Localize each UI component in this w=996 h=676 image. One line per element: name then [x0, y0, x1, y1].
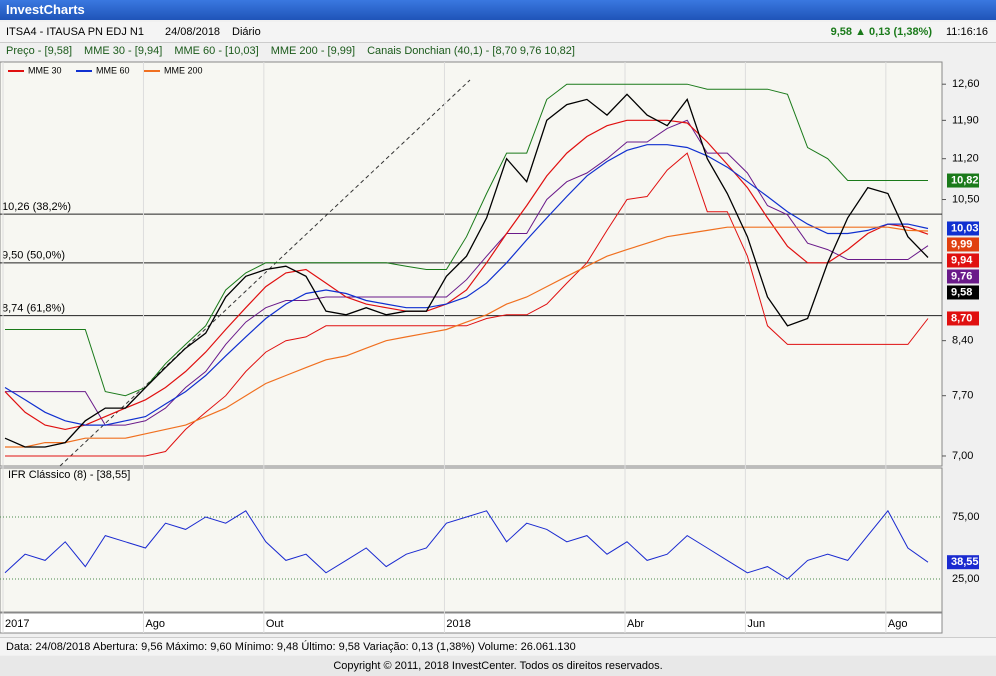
indicator-label: Canais Donchian (40,1) - [8,70 9,76 10,8…: [367, 45, 575, 57]
y-tick-label: 11,90: [952, 114, 979, 126]
y-tick-label: 25,00: [952, 573, 980, 585]
period: Diário: [232, 26, 261, 38]
last-value-badge: [947, 311, 979, 326]
last-value-badge: [947, 237, 979, 252]
indicator-label: Preço - [9,58]: [6, 45, 73, 57]
x-axis: [0, 612, 943, 634]
x-tick-label: Ago: [888, 618, 908, 630]
legend: MME 30 MME 60 MME 200: [8, 65, 203, 75]
last-value-badge: [947, 253, 979, 268]
copyright: Copyright © 2011, 2018 InvestCenter. Tod…: [0, 656, 996, 676]
ema-line: [5, 226, 929, 448]
last-value-label: 38,55: [951, 556, 979, 568]
donchian-line: [5, 119, 929, 426]
price-panel: [0, 61, 943, 467]
date: 24/08/2018: [165, 26, 221, 38]
donchian-line: [5, 152, 929, 457]
last-value-label: 10,03: [951, 222, 979, 234]
last-value-label: 9,99: [951, 238, 972, 250]
x-tick-label: 2018: [446, 618, 470, 630]
app-title: InvestCharts: [0, 0, 996, 20]
quote: 9,58 ▲ 0,13 (1,38%): [830, 26, 932, 38]
last-value-label: 9,58: [951, 286, 972, 298]
ifr-title: IFR Clássico (8) - [38,55]: [8, 469, 130, 481]
chart: MME 30 MME 60 MME 200 IFR Clássico (8) - […: [0, 61, 980, 634]
last-value-badge: [947, 221, 979, 236]
indicator-bar: Preço - [9,58] MME 30 - [9,94] MME 60 - [1…: [0, 43, 996, 59]
last-value-label: 10,82: [951, 174, 979, 186]
trend-line: [59, 79, 471, 467]
level-label: 10,26 (38,2%): [2, 201, 71, 213]
level-label: 8,74 (61,8%): [2, 302, 65, 314]
legend-label: MME 30: [28, 65, 62, 75]
last-value-badge: [947, 555, 979, 570]
symbol: ITSA4 - ITAUSA PN EDJ N1: [6, 26, 144, 38]
y-tick-label: 7,70: [952, 390, 973, 402]
level-label: 9,50 (50,0%): [2, 250, 65, 262]
x-tick-label: Jun: [747, 618, 765, 630]
time: 11:16:16: [945, 26, 988, 38]
ifr-line: [4, 509, 929, 580]
x-tick-label: Out: [266, 618, 284, 630]
y-tick-label: 7,00: [952, 450, 973, 462]
x-tick-label: Abr: [627, 618, 644, 630]
price-line: [4, 93, 929, 448]
y-tick-label: 10,50: [952, 193, 980, 205]
y-tick-label: 12,60: [952, 78, 980, 90]
last-value-label: 8,70: [951, 312, 972, 324]
x-tick-label: Ago: [145, 618, 165, 630]
indicator-label: MME 60 - [10,03]: [174, 45, 259, 57]
y-tick-label: 11,20: [952, 153, 979, 165]
y-tick-label: 75,00: [952, 511, 980, 523]
last-value-label: 9,76: [951, 270, 972, 282]
header: ITSA4 - ITAUSA PN EDJ N1 24/08/2018 Diár…: [0, 22, 996, 43]
last-value-badge: [947, 285, 979, 300]
indicator-label: MME 30 - [9,94]: [84, 45, 163, 57]
last-value-badge: [947, 269, 979, 284]
ifr-panel: [0, 467, 943, 613]
ema-line: [4, 144, 929, 426]
indicator-label: MME 200 - [9,99]: [270, 45, 356, 57]
donchian-line: [5, 83, 928, 397]
footer-info: Data: 24/08/2018 Abertura: 9,56 Máximo: …: [0, 637, 996, 655]
legend-label: MME 60: [96, 65, 130, 75]
x-tick-label: 2017: [5, 618, 29, 630]
y-tick-label: 8,40: [952, 335, 973, 347]
last-value-label: 9,94: [951, 254, 973, 266]
legend-label: MME 200: [164, 65, 203, 75]
last-value-badge: [947, 173, 979, 188]
